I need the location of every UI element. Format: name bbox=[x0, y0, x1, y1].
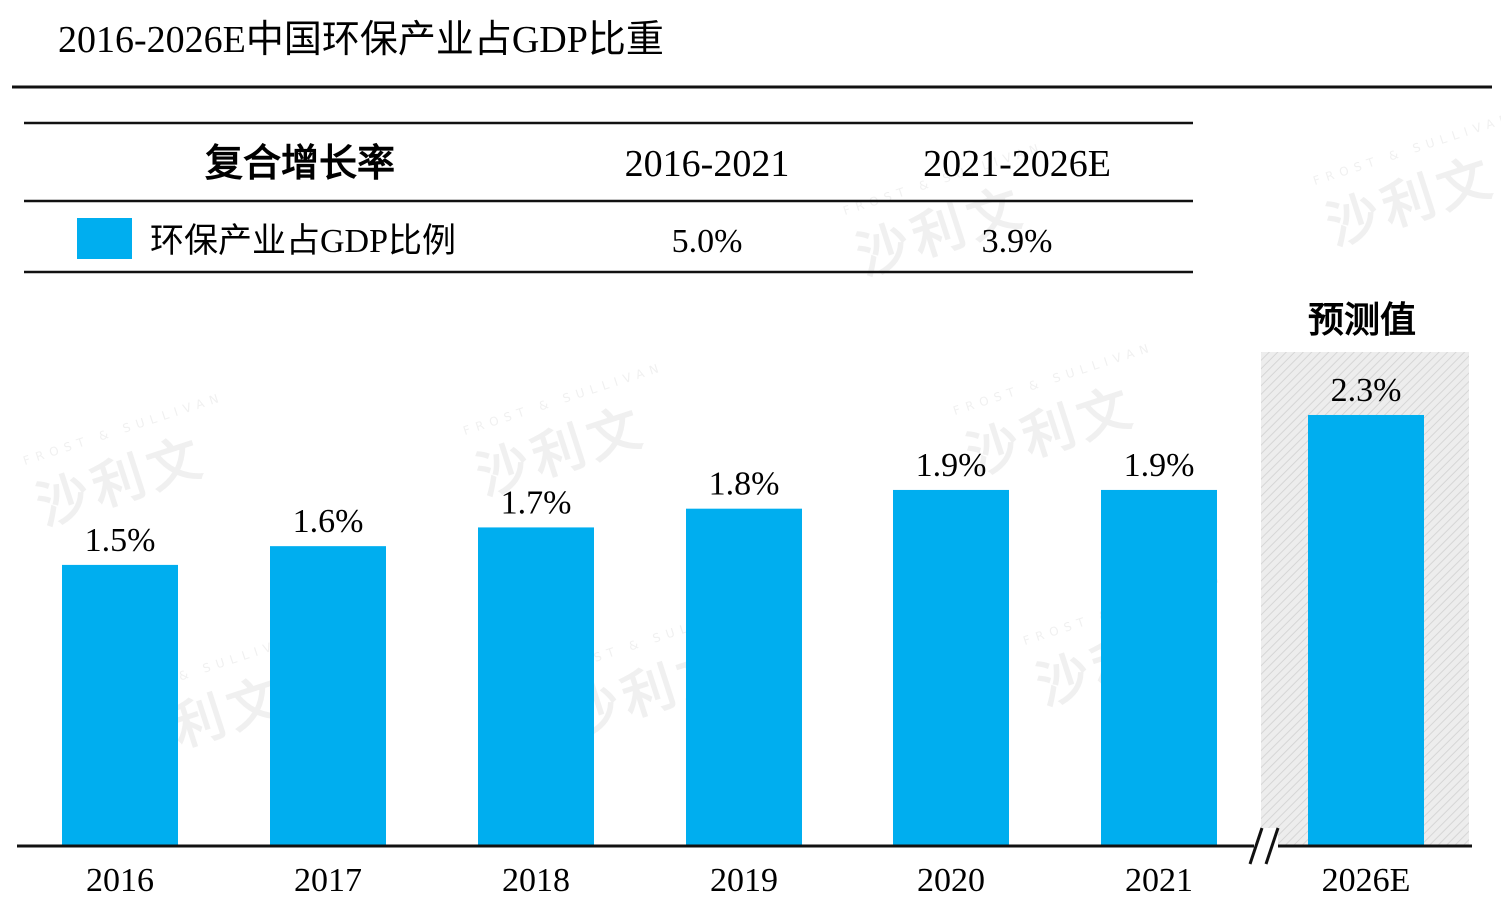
bar-2017 bbox=[270, 546, 386, 846]
bar-2020 bbox=[893, 489, 1009, 846]
data-label-2021: 1.9% bbox=[1124, 447, 1195, 484]
legend-swatch bbox=[77, 218, 132, 259]
table-header-period-1: 2016-2021 bbox=[625, 143, 790, 185]
chart-title: 2016-2026E中国环保产业占GDP比重 bbox=[58, 19, 664, 61]
bar-2026e bbox=[1308, 414, 1424, 846]
data-label-2017: 1.6% bbox=[293, 503, 364, 540]
data-label-2016: 1.5% bbox=[85, 522, 156, 559]
axis-break-gap bbox=[1254, 828, 1278, 864]
x-tick-label-2021: 2021 bbox=[1125, 862, 1193, 899]
cagr-value-2: 3.9% bbox=[982, 223, 1053, 260]
data-label-2019: 1.8% bbox=[709, 466, 780, 503]
x-tick-label-2020: 2020 bbox=[917, 862, 985, 899]
bar-2021 bbox=[1101, 489, 1217, 846]
axis-break-mark bbox=[1248, 827, 1264, 865]
forecast-label: 预测值 bbox=[1308, 300, 1416, 341]
bars-group bbox=[62, 414, 1424, 846]
x-tick-labels-group: 2016 2017 2018 2019 2020 2021 2026E bbox=[86, 862, 1410, 899]
x-tick-label-2016: 2016 bbox=[86, 862, 154, 899]
axis-break-mark bbox=[1264, 827, 1280, 865]
data-label-2026e: 2.3% bbox=[1331, 372, 1402, 409]
data-labels-group: 1.5% 1.6% 1.7% 1.8% 1.9% 1.9% 2.3% bbox=[85, 372, 1402, 559]
x-tick-label-2018: 2018 bbox=[502, 862, 570, 899]
bar-2016 bbox=[62, 564, 178, 846]
x-tick-label-2026e: 2026E bbox=[1322, 862, 1411, 899]
x-tick-label-2019: 2019 bbox=[710, 862, 778, 899]
legend-label: 环保产业占GDP比例 bbox=[150, 222, 456, 260]
table-header-cagr: 复合增长率 bbox=[205, 143, 395, 185]
cagr-value-1: 5.0% bbox=[672, 223, 743, 260]
table-header-period-2: 2021-2026E bbox=[923, 143, 1111, 185]
bar-2019 bbox=[686, 508, 802, 846]
data-label-2020: 1.9% bbox=[916, 447, 987, 484]
data-label-2018: 1.7% bbox=[501, 484, 572, 521]
x-tick-label-2017: 2017 bbox=[294, 862, 362, 899]
bar-2018 bbox=[478, 527, 594, 846]
